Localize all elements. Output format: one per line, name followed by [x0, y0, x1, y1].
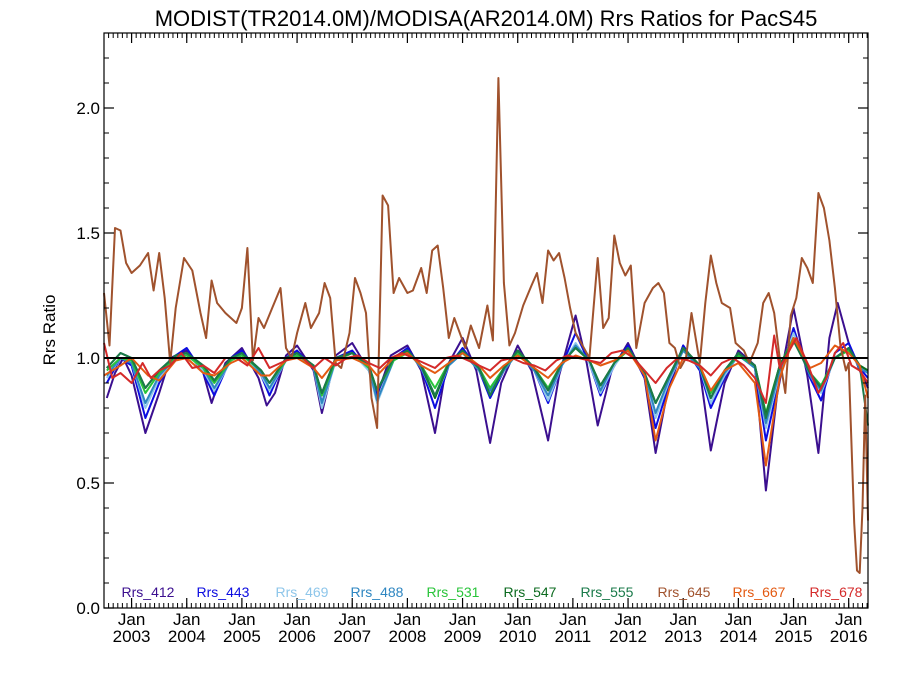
y-axis-label: Rrs Ratio — [40, 295, 59, 366]
legend-entry-Rrs_547: Rrs_547 — [504, 584, 557, 600]
series-line-Rrs_678 — [103, 334, 869, 404]
x-tick-label-year: 2006 — [278, 627, 316, 646]
x-tick-label-year: 2013 — [664, 627, 702, 646]
x-tick-label-month: Jan — [780, 610, 807, 629]
x-tick-label-year: 2011 — [555, 627, 592, 646]
x-tick-label-month: Jan — [835, 610, 862, 629]
legend-entry-Rrs_488: Rrs_488 — [351, 584, 404, 600]
x-tick-label-year: 2004 — [168, 627, 206, 646]
y-tick-label: 0.0 — [76, 599, 100, 618]
plot-frame — [103, 32, 869, 609]
legend-entry-Rrs_678: Rrs_678 — [810, 584, 863, 600]
x-tick-label-year: 2012 — [609, 627, 647, 646]
x-tick-label-month: Jan — [118, 610, 145, 629]
x-tick-label-month: Jan — [394, 610, 421, 629]
x-tick-label-month: Jan — [173, 610, 200, 629]
legend-entry-Rrs_531: Rrs_531 — [427, 584, 480, 600]
x-tick-label-month: Jan — [283, 610, 310, 629]
plot-area: 0.00.51.01.52.0Jan2003Jan2004Jan2005Jan2… — [76, 32, 869, 646]
series-line-Rrs_412 — [105, 302, 869, 492]
x-tick-label-month: Jan — [504, 610, 531, 629]
x-tick-label-month: Jan — [339, 610, 366, 629]
y-tick-label: 2.0 — [76, 99, 100, 118]
x-tick-label-year: 2003 — [113, 627, 151, 646]
x-tick-label-month: Jan — [228, 610, 255, 629]
y-tick-label: 0.5 — [76, 474, 100, 493]
chart-title: MODIST(TR2014.0M)/MODISA(AR2014.0M) Rrs … — [155, 6, 818, 31]
x-tick-label-year: 2007 — [333, 627, 371, 646]
x-tick-label-month: Jan — [614, 610, 641, 629]
x-tick-label-year: 2014 — [719, 627, 757, 646]
series-line-Rrs_667 — [103, 337, 869, 467]
x-tick-label-month: Jan — [669, 610, 696, 629]
legend-entry-Rrs_469: Rrs_469 — [276, 584, 329, 600]
x-tick-label-year: 2005 — [223, 627, 261, 646]
x-tick-label-month: Jan — [449, 610, 476, 629]
series-line-Rrs_645 — [103, 77, 869, 574]
legend-entry-Rrs_645: Rrs_645 — [658, 584, 711, 600]
x-tick-label-month: Jan — [725, 610, 752, 629]
legend-entry-Rrs_667: Rrs_667 — [733, 584, 786, 600]
y-tick-label: 1.0 — [76, 349, 100, 368]
legend-entry-Rrs_443: Rrs_443 — [197, 584, 250, 600]
legend-entry-Rrs_555: Rrs_555 — [581, 584, 634, 600]
x-tick-label-year: 2010 — [499, 627, 537, 646]
x-tick-label-month: Jan — [559, 610, 586, 629]
x-tick-label-year: 2008 — [388, 627, 426, 646]
y-tick-label: 1.5 — [76, 224, 100, 243]
x-tick-label-year: 2015 — [775, 627, 813, 646]
x-tick-label-year: 2009 — [444, 627, 482, 646]
x-tick-label-year: 2016 — [830, 627, 868, 646]
legend-entry-Rrs_412: Rrs_412 — [122, 584, 175, 600]
